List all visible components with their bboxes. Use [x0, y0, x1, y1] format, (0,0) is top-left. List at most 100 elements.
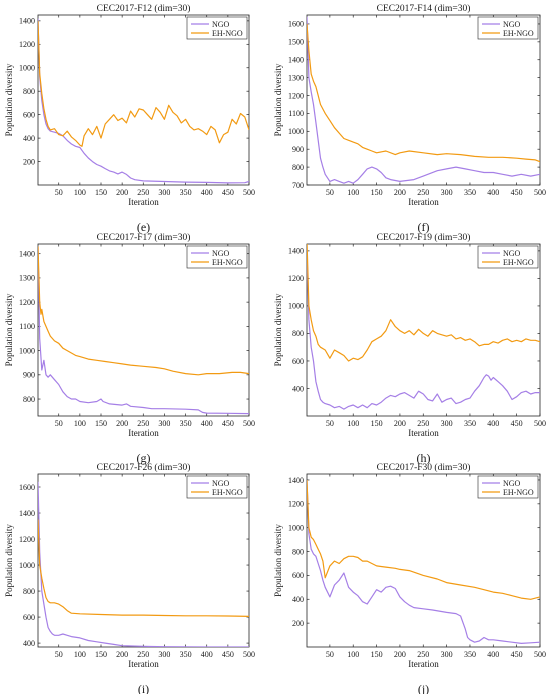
plot-area	[306, 243, 541, 417]
series-line-eh-ngo	[38, 20, 249, 147]
panel-label: (h)	[417, 451, 431, 465]
y-tick-label: 1400	[19, 17, 35, 26]
y-tick-label: 1600	[19, 483, 35, 492]
y-tick-label: 1100	[288, 109, 304, 118]
x-tick-label: 250	[417, 188, 429, 197]
x-tick-label: 400	[487, 188, 499, 197]
panel-label: (g)	[137, 451, 151, 465]
y-tick-label: 600	[23, 613, 35, 622]
y-tick-label: 400	[23, 134, 35, 143]
y-tick-label: 800	[292, 547, 304, 556]
x-tick-label: 350	[464, 650, 476, 659]
y-tick-label: 900	[23, 371, 35, 380]
x-tick-label: 200	[394, 188, 406, 197]
y-tick-label: 400	[23, 639, 35, 648]
plot-area	[306, 14, 541, 186]
y-tick-label: 1100	[19, 322, 35, 331]
x-tick-label: 300	[158, 419, 170, 428]
panel-label: (j)	[418, 682, 429, 694]
panels: 50 100 150 200 250 300 350 400 450 500 200 400 600 80…	[4, 3, 546, 694]
y-axis-label: Population diversity	[273, 63, 283, 136]
y-axis-label: Population diversity	[4, 63, 14, 136]
y-tick-label: 1000	[19, 346, 35, 355]
x-tick-label: 150	[371, 419, 383, 428]
x-tick-label: 150	[95, 188, 107, 197]
legend-entry-ngo: NGO	[503, 249, 521, 258]
x-tick-label: 50	[326, 188, 334, 197]
x-tick-label: 350	[464, 419, 476, 428]
legend-entry-ngo: NGO	[212, 479, 230, 488]
y-tick-label: 200	[23, 157, 35, 166]
x-tick-label: 300	[441, 650, 453, 659]
y-tick-label: 1400	[288, 247, 304, 256]
series-line-ngo	[38, 246, 249, 415]
x-tick-label: 500	[534, 419, 546, 428]
chart-title: CEC2017-F17 (dim=30)	[97, 232, 191, 243]
legend-entry-ngo: NGO	[503, 20, 521, 29]
y-tick-label: 1200	[19, 298, 35, 307]
x-axis-label: Iteration	[408, 197, 439, 207]
chart-panel-5: 50 100 150 200 250 300 350 400 450 500 400 600 800 10…	[4, 462, 255, 694]
y-tick-label: 1200	[288, 91, 304, 100]
series-line-ngo	[38, 481, 249, 647]
y-tick-label: 1400	[19, 249, 35, 258]
x-tick-label: 100	[347, 188, 359, 197]
chart-title: CEC2017-F14 (dim=30)	[377, 3, 471, 14]
y-axis-label: Population diversity	[273, 524, 283, 597]
series-line-eh-ngo	[38, 519, 249, 617]
plot-area	[306, 473, 541, 648]
x-tick-label: 300	[441, 188, 453, 197]
panel-label: (i)	[138, 682, 149, 694]
x-tick-label: 100	[347, 650, 359, 659]
panel-label: (f)	[418, 220, 430, 234]
y-tick-label: 1600	[288, 20, 304, 29]
y-tick-label: 1000	[19, 64, 35, 73]
y-tick-label: 400	[292, 595, 304, 604]
x-tick-label: 100	[74, 650, 86, 659]
y-tick-label: 600	[292, 357, 304, 366]
legend-entry-ngo: NGO	[212, 20, 230, 29]
y-tick-label: 1000	[288, 302, 304, 311]
x-tick-label: 300	[158, 188, 170, 197]
y-tick-label: 400	[292, 384, 304, 393]
y-tick-label: 600	[23, 110, 35, 119]
series-line-ngo	[307, 479, 540, 645]
y-tick-label: 1400	[288, 476, 304, 485]
legend-entry-eh-ngo: EH-NGO	[503, 258, 534, 267]
series-line-ngo	[38, 18, 249, 184]
y-tick-label: 1000	[19, 561, 35, 570]
x-tick-label: 250	[137, 188, 149, 197]
x-tick-label: 350	[464, 188, 476, 197]
x-tick-label: 500	[243, 650, 255, 659]
chart-title: CEC2017-F19 (dim=30)	[377, 232, 471, 243]
plot-area	[37, 243, 250, 417]
x-tick-label: 50	[55, 188, 63, 197]
x-axis-label: Iteration	[408, 659, 439, 669]
x-axis-label: Iteration	[128, 197, 159, 207]
x-tick-label: 450	[222, 419, 234, 428]
x-tick-label: 150	[371, 188, 383, 197]
x-tick-label: 350	[180, 650, 192, 659]
series-line-ngo	[307, 16, 540, 184]
x-tick-label: 50	[326, 419, 334, 428]
x-tick-label: 100	[347, 419, 359, 428]
x-tick-label: 100	[74, 188, 86, 197]
legend-entry-eh-ngo: EH-NGO	[212, 29, 243, 38]
x-tick-label: 450	[511, 419, 523, 428]
x-tick-label: 450	[511, 650, 523, 659]
series-line-eh-ngo	[38, 246, 249, 376]
x-tick-label: 500	[534, 188, 546, 197]
chart-panel-3: 50 100 150 200 250 300 350 400 450 500 800 900 1000 1…	[4, 232, 255, 465]
x-tick-label: 350	[180, 188, 192, 197]
x-tick-label: 500	[243, 188, 255, 197]
series-line-eh-ngo	[307, 23, 540, 163]
y-tick-label: 1200	[19, 535, 35, 544]
x-axis-label: Iteration	[408, 428, 439, 438]
chart-panel-1: 50 100 150 200 250 300 350 400 450 500 200 400 600 80…	[4, 3, 255, 234]
x-axis-label: Iteration	[128, 428, 159, 438]
legend-entry-eh-ngo: EH-NGO	[212, 258, 243, 267]
y-tick-label: 800	[23, 395, 35, 404]
